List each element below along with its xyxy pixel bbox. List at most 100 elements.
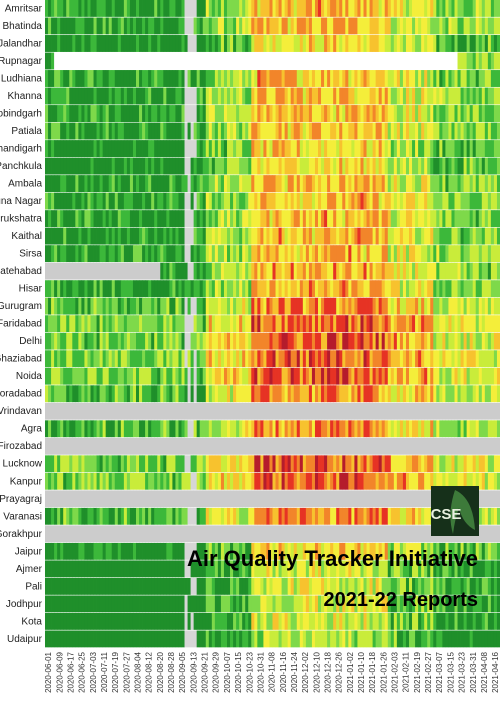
heat-cell xyxy=(399,472,404,490)
heat-cell xyxy=(175,437,179,455)
heat-cell xyxy=(415,350,419,368)
heat-cell xyxy=(287,17,292,35)
heat-cell xyxy=(263,210,267,228)
heat-cell xyxy=(415,192,419,210)
heat-cell xyxy=(287,105,292,122)
heat-cell xyxy=(111,472,116,490)
heat-cell xyxy=(217,245,222,263)
heat-cell xyxy=(472,227,477,245)
heat-cell xyxy=(66,280,70,298)
heat-cell xyxy=(111,332,116,350)
heat-cell xyxy=(363,402,367,420)
heat-cell xyxy=(275,280,279,298)
heat-cell xyxy=(120,332,125,350)
heat-cell xyxy=(114,560,119,578)
heat-cell xyxy=(430,420,434,438)
heat-cell xyxy=(166,350,170,368)
heat-cell xyxy=(324,175,328,193)
heat-cell xyxy=(363,175,367,193)
heat-cell xyxy=(287,560,292,578)
heat-cell xyxy=(484,140,489,158)
heat-cell xyxy=(181,245,185,263)
heat-cell xyxy=(421,35,425,52)
heat-cell xyxy=(378,87,383,105)
heat-cell xyxy=(402,297,407,315)
heat-cell xyxy=(409,105,413,122)
heat-cell xyxy=(69,507,73,525)
heat-cell xyxy=(327,157,331,175)
heat-cell xyxy=(145,507,149,525)
heat-cell xyxy=(272,87,276,105)
heat-cell xyxy=(93,402,97,420)
heat-cell xyxy=(193,245,198,263)
heat-cell xyxy=(311,175,316,193)
heat-cell xyxy=(129,332,134,350)
heat-cell xyxy=(93,490,97,508)
heat-cell xyxy=(223,472,228,490)
heat-cell xyxy=(324,105,328,122)
heat-cell xyxy=(196,245,201,263)
heat-cell xyxy=(299,175,304,193)
heat-cell xyxy=(132,437,137,455)
heat-cell xyxy=(390,525,395,543)
heat-cell xyxy=(66,157,70,175)
heat-cell xyxy=(157,87,161,105)
heat-cell xyxy=(260,507,264,525)
heat-cell xyxy=(163,262,167,280)
heat-cell xyxy=(278,105,282,122)
heat-cell xyxy=(132,122,137,140)
heat-cell xyxy=(69,332,73,350)
heat-cell xyxy=(451,560,455,578)
heat-cell xyxy=(148,525,152,543)
heat-cell xyxy=(387,280,392,298)
heat-cell xyxy=(412,350,416,368)
heat-cell xyxy=(166,262,170,280)
heat-cell xyxy=(123,367,128,385)
heat-cell xyxy=(460,87,464,105)
heat-cell xyxy=(54,490,58,508)
heat-cell xyxy=(236,437,240,455)
heat-cell xyxy=(175,490,179,508)
heat-cell xyxy=(66,437,70,455)
heat-cell xyxy=(63,507,67,525)
heat-cell xyxy=(220,350,225,368)
heat-cell xyxy=(187,140,191,158)
heat-cell xyxy=(157,245,161,263)
heat-cell xyxy=(460,385,464,403)
heat-cell xyxy=(324,87,328,105)
heat-cell xyxy=(142,122,146,140)
heat-cell xyxy=(227,122,231,140)
heat-cell xyxy=(117,87,122,105)
heat-cell xyxy=(254,262,258,280)
heat-cell xyxy=(345,455,349,473)
heat-cell xyxy=(48,17,52,35)
heat-cell xyxy=(302,17,307,35)
heat-cell xyxy=(405,297,410,315)
heat-cell xyxy=(78,17,82,35)
heat-cell xyxy=(214,350,219,368)
heat-cell xyxy=(190,315,195,333)
heat-cell xyxy=(75,157,79,175)
heat-cell xyxy=(487,455,492,473)
heat-cell xyxy=(466,87,471,105)
heat-cell xyxy=(311,350,316,368)
heat-cell xyxy=(269,262,273,280)
heat-cell xyxy=(266,17,270,35)
heat-cell xyxy=(357,35,361,52)
heat-cell xyxy=(81,577,85,595)
heat-cell xyxy=(69,315,73,333)
heat-cell xyxy=(442,297,446,315)
heat-cell xyxy=(299,280,304,298)
heat-cell xyxy=(72,280,76,298)
heat-cell xyxy=(99,560,104,578)
heat-cell xyxy=(330,367,334,385)
heat-cell xyxy=(351,297,355,315)
heat-cell xyxy=(163,525,167,543)
heat-cell xyxy=(220,245,225,263)
heat-cell xyxy=(266,542,270,560)
heat-cell xyxy=(108,140,113,158)
heat-cell xyxy=(311,157,316,175)
heat-cell xyxy=(454,280,458,298)
heat-cell xyxy=(136,437,140,455)
heat-cell xyxy=(242,560,246,578)
